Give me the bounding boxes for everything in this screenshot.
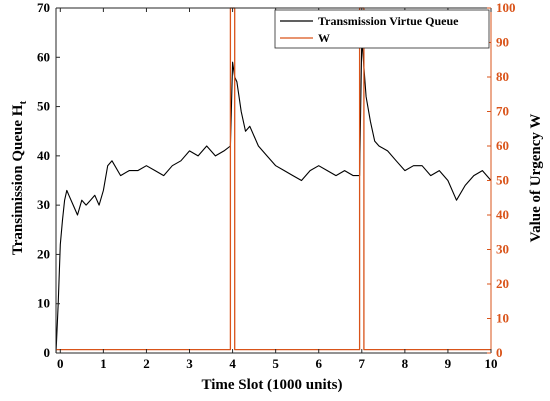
y-right-tick-label: 90	[496, 35, 509, 50]
legend-label: W	[318, 31, 330, 45]
y-left-tick-label: 40	[37, 148, 50, 163]
y-left-tick-label: 0	[44, 345, 51, 360]
y-axis-label-left-main: Transimission Queue H	[10, 104, 26, 255]
axes-layer: 0 1 2 3 4 5 6 7 8 9 100102030405060700102030405060…	[37, 0, 516, 371]
x-tick-label: 0	[57, 356, 64, 371]
y-left-tick-label: 70	[37, 0, 50, 15]
y-right-tick-label: 80	[496, 69, 509, 84]
x-tick-label: 9	[445, 356, 452, 371]
legend-box	[274, 9, 490, 49]
y-right-tick-label: 60	[496, 138, 509, 153]
x-tick-label: 6	[315, 356, 322, 371]
plot-background	[56, 8, 491, 353]
x-tick-label: 4	[229, 356, 236, 371]
series-line-queue	[55, 37, 492, 354]
y-left-tick-label: 10	[37, 296, 50, 311]
plot-area	[56, 8, 491, 353]
y-right-tick-label: 40	[496, 207, 509, 222]
y-left-tick-label: 60	[37, 49, 50, 64]
x-tick-label: 2	[143, 356, 150, 371]
y-left-tick-label: 20	[37, 246, 50, 261]
y-right-tick-label: 0	[496, 345, 503, 360]
y-left-tick-label: 50	[37, 99, 50, 114]
series-line-urgency	[56, 7, 491, 351]
y-right-tick-label: 30	[496, 242, 509, 257]
y-left-tick-label: 30	[37, 197, 50, 212]
x-tick-label: 8	[402, 356, 409, 371]
y-axis-label-left: Transimission Queue Ht	[10, 101, 29, 256]
y-right-tick-label: 20	[496, 276, 509, 291]
legend-label: Transmission Virtue Queue	[318, 14, 459, 28]
x-tick-label: 1	[100, 356, 107, 371]
x-tick-label: 10	[485, 356, 498, 371]
x-tick-label: 5	[272, 356, 279, 371]
y-axis-label-left-subscript: t	[17, 101, 29, 105]
y-right-tick-label: 10	[496, 311, 509, 326]
series-layer	[55, 7, 492, 354]
y-right-tick-label: 100	[496, 0, 516, 15]
x-tick-label: 3	[186, 356, 193, 371]
legend: Transmission Virtue Queue W	[274, 9, 490, 49]
x-axis-label: Time Slot (1000 units)	[202, 377, 343, 393]
y-right-tick-label: 50	[496, 173, 509, 188]
y-right-tick-label: 70	[496, 104, 509, 119]
x-tick-label: 7	[359, 356, 366, 371]
y-axis-label-right: Value of Urgency W	[528, 114, 544, 243]
